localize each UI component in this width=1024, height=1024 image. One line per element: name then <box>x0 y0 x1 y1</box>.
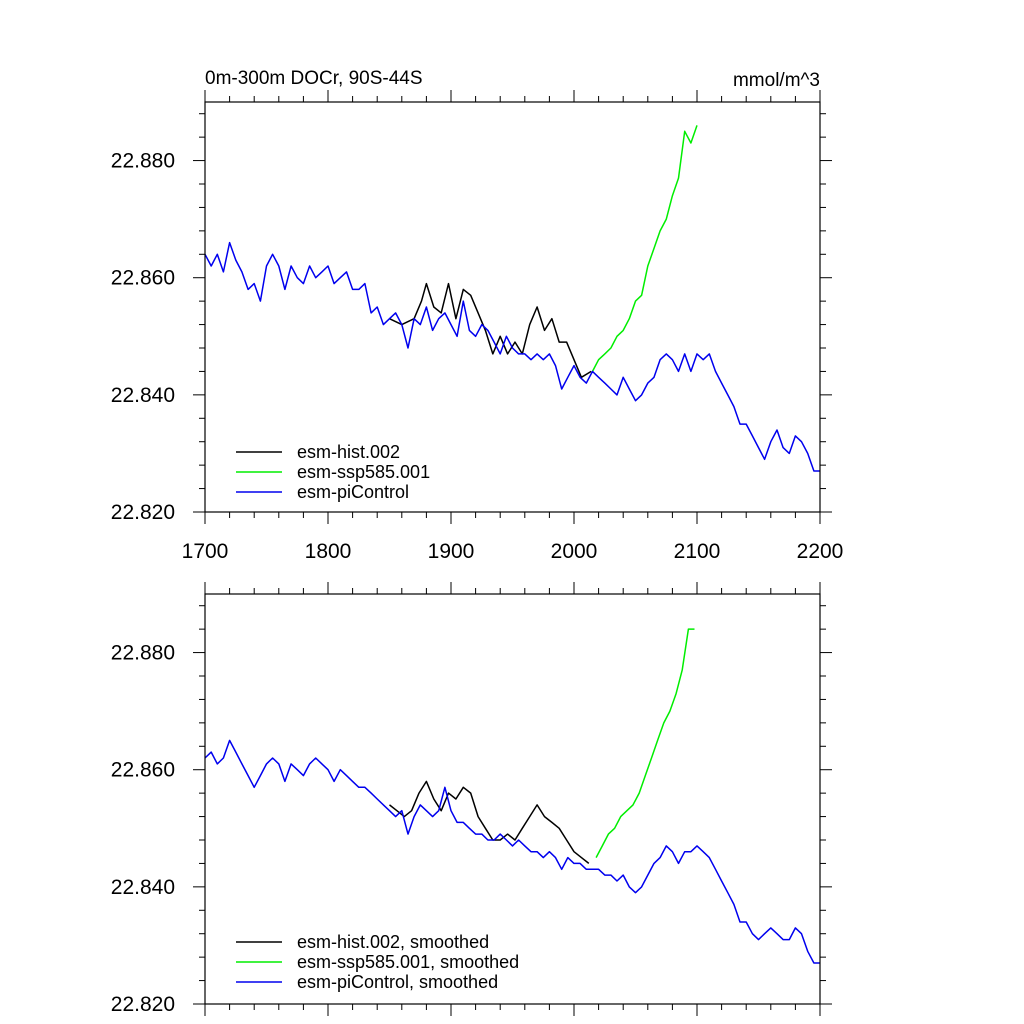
bottom-plot-frame <box>204 593 821 1005</box>
y-tick-label: 22.820 <box>111 501 175 524</box>
series-line-1 <box>389 282 592 379</box>
top-plot-frame <box>204 101 821 513</box>
x-tick-label: 2000 <box>551 540 598 563</box>
legend-label: esm-hist.002 <box>297 442 400 462</box>
y-tick-label: 22.880 <box>111 150 175 173</box>
legend-label: esm-piControl, smoothed <box>297 972 498 992</box>
series-line-3 <box>204 739 820 964</box>
series-line-2 <box>591 125 698 372</box>
series-line-1 <box>389 780 590 864</box>
x-tick-label: 2100 <box>674 540 721 563</box>
y-tick-label: 22.880 <box>111 642 175 665</box>
y-tick-label: 22.820 <box>111 993 175 1016</box>
series-line-2 <box>595 628 695 858</box>
legend-label: esm-ssp585.001 <box>297 462 430 482</box>
legend-label: esm-hist.002, smoothed <box>297 932 489 952</box>
legend-label: esm-piControl <box>297 482 409 502</box>
top-ticks-layer: 1700 1800 1900 2000 2100 2200 22.820 22.840 22.8… <box>111 90 844 563</box>
y-tick-label: 22.860 <box>111 759 175 782</box>
y-tick-label: 22.860 <box>111 267 175 290</box>
series-line-3 <box>204 241 820 472</box>
y-tick-label: 22.840 <box>111 384 175 407</box>
x-tick-label: 2200 <box>797 540 844 563</box>
units-label: mmol/m^3 <box>733 70 820 91</box>
x-tick-label: 1700 <box>182 540 229 563</box>
x-tick-label: 1800 <box>305 540 352 563</box>
legend-label: esm-ssp585.001, smoothed <box>297 952 519 972</box>
bottom-series-layer <box>204 628 820 964</box>
y-tick-label: 22.840 <box>111 876 175 899</box>
top-panel: 0m-300m DOCr, 90S-44S mmol/m^3 1700 1800 1… <box>111 68 844 563</box>
bottom-panel: 22.820 22.840 22.860 22.880 esm-hist.002, s… <box>111 582 832 1016</box>
x-tick-label: 1900 <box>428 540 475 563</box>
top-series-layer <box>204 125 820 472</box>
chart-title: 0m-300m DOCr, 90S-44S <box>205 68 423 89</box>
bottom-ticks-layer: 22.820 22.840 22.860 22.880 <box>111 582 832 1016</box>
